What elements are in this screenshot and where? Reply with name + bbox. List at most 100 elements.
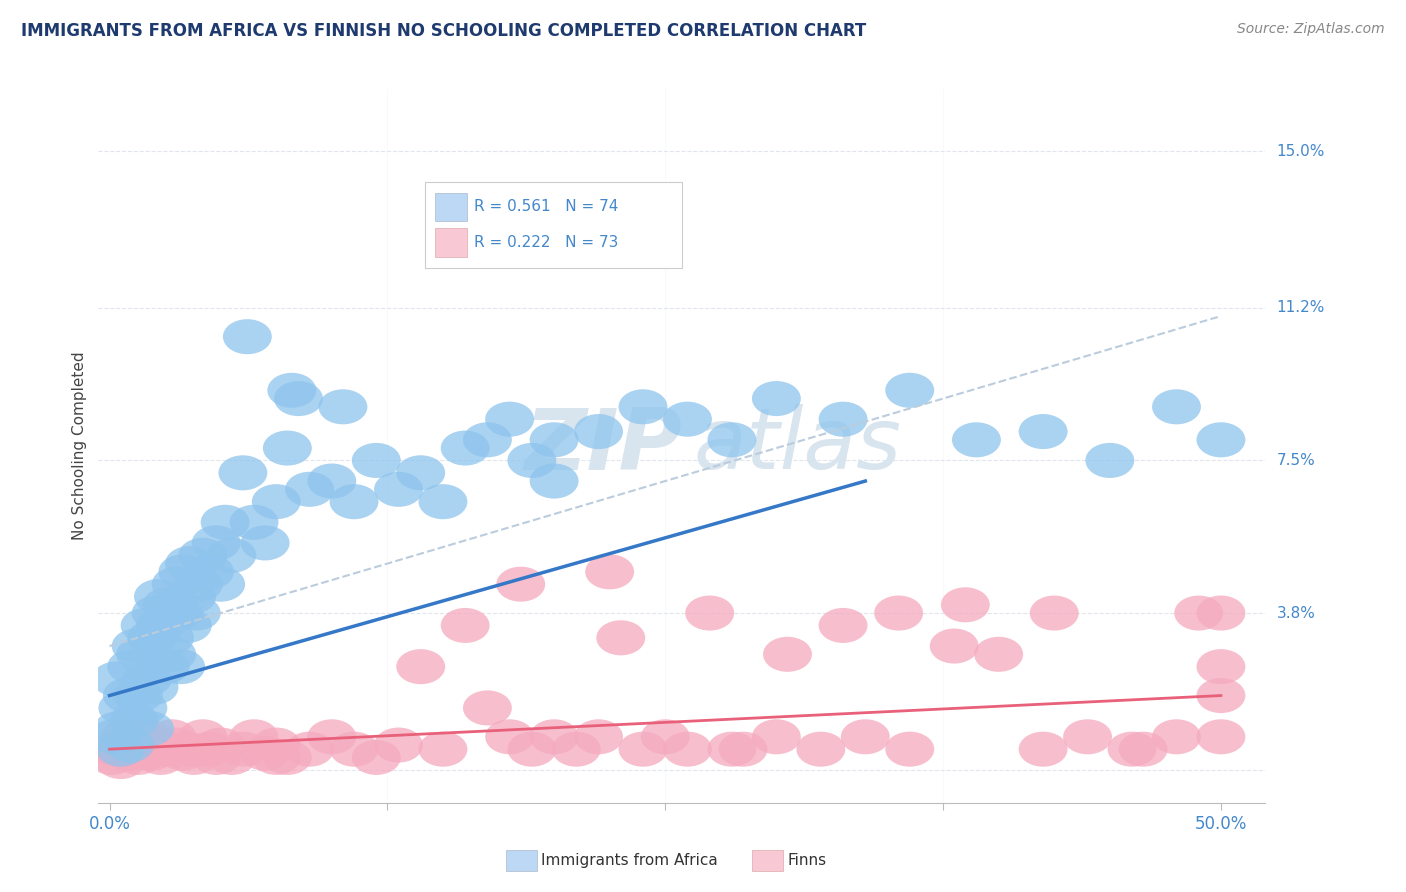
Ellipse shape bbox=[818, 608, 868, 643]
Ellipse shape bbox=[1197, 422, 1246, 458]
Ellipse shape bbox=[319, 389, 367, 425]
Text: Finns: Finns bbox=[787, 854, 827, 868]
Ellipse shape bbox=[530, 719, 578, 755]
Ellipse shape bbox=[218, 455, 267, 491]
Ellipse shape bbox=[252, 484, 301, 519]
Ellipse shape bbox=[118, 690, 167, 725]
Ellipse shape bbox=[165, 546, 214, 581]
Ellipse shape bbox=[1197, 678, 1246, 713]
Ellipse shape bbox=[197, 566, 245, 602]
Ellipse shape bbox=[117, 637, 165, 672]
Text: 3.8%: 3.8% bbox=[1277, 606, 1316, 621]
Ellipse shape bbox=[530, 422, 578, 458]
Ellipse shape bbox=[763, 637, 811, 672]
Ellipse shape bbox=[952, 422, 1001, 458]
Ellipse shape bbox=[574, 719, 623, 755]
Ellipse shape bbox=[207, 538, 256, 573]
Ellipse shape bbox=[141, 731, 190, 767]
Ellipse shape bbox=[440, 608, 489, 643]
Ellipse shape bbox=[128, 620, 176, 656]
Ellipse shape bbox=[619, 731, 668, 767]
Ellipse shape bbox=[114, 678, 163, 713]
Ellipse shape bbox=[463, 422, 512, 458]
Ellipse shape bbox=[285, 731, 335, 767]
Ellipse shape bbox=[240, 736, 290, 771]
Ellipse shape bbox=[179, 538, 228, 573]
Text: ZIP: ZIP bbox=[524, 404, 682, 488]
Ellipse shape bbox=[1108, 731, 1157, 767]
Ellipse shape bbox=[122, 719, 172, 755]
Text: Immigrants from Africa: Immigrants from Africa bbox=[541, 854, 718, 868]
Ellipse shape bbox=[352, 443, 401, 478]
Ellipse shape bbox=[267, 373, 316, 408]
Ellipse shape bbox=[496, 566, 546, 602]
Ellipse shape bbox=[463, 690, 512, 725]
Ellipse shape bbox=[132, 728, 180, 763]
Ellipse shape bbox=[134, 579, 183, 614]
Ellipse shape bbox=[263, 739, 312, 775]
Ellipse shape bbox=[103, 678, 152, 713]
Ellipse shape bbox=[110, 703, 159, 738]
Text: R = 0.561   N = 74: R = 0.561 N = 74 bbox=[474, 200, 619, 214]
Ellipse shape bbox=[191, 739, 240, 775]
Ellipse shape bbox=[197, 728, 245, 763]
Ellipse shape bbox=[485, 401, 534, 437]
Ellipse shape bbox=[641, 719, 690, 755]
Ellipse shape bbox=[141, 649, 190, 684]
Ellipse shape bbox=[707, 731, 756, 767]
Ellipse shape bbox=[105, 736, 155, 771]
Ellipse shape bbox=[179, 719, 228, 755]
Ellipse shape bbox=[1029, 596, 1078, 631]
Ellipse shape bbox=[285, 472, 335, 507]
Ellipse shape bbox=[1019, 731, 1067, 767]
Ellipse shape bbox=[98, 690, 148, 725]
Ellipse shape bbox=[152, 566, 201, 602]
Ellipse shape bbox=[419, 484, 467, 519]
FancyBboxPatch shape bbox=[434, 228, 467, 257]
Ellipse shape bbox=[163, 731, 212, 767]
Ellipse shape bbox=[875, 596, 924, 631]
Ellipse shape bbox=[87, 739, 136, 775]
Ellipse shape bbox=[664, 731, 711, 767]
Ellipse shape bbox=[110, 728, 159, 763]
Ellipse shape bbox=[105, 728, 155, 763]
Ellipse shape bbox=[91, 731, 141, 767]
Ellipse shape bbox=[796, 731, 845, 767]
Ellipse shape bbox=[1152, 719, 1201, 755]
Ellipse shape bbox=[148, 637, 197, 672]
Ellipse shape bbox=[155, 596, 202, 631]
Text: R = 0.222   N = 73: R = 0.222 N = 73 bbox=[474, 235, 619, 250]
Ellipse shape bbox=[974, 637, 1024, 672]
Ellipse shape bbox=[574, 414, 623, 449]
Ellipse shape bbox=[718, 731, 768, 767]
Ellipse shape bbox=[118, 731, 167, 767]
Ellipse shape bbox=[886, 731, 934, 767]
Ellipse shape bbox=[752, 719, 801, 755]
Ellipse shape bbox=[148, 719, 197, 755]
Ellipse shape bbox=[374, 472, 423, 507]
Text: Source: ZipAtlas.com: Source: ZipAtlas.com bbox=[1237, 22, 1385, 37]
Ellipse shape bbox=[396, 649, 446, 684]
Ellipse shape bbox=[172, 596, 221, 631]
Ellipse shape bbox=[207, 739, 256, 775]
Ellipse shape bbox=[508, 443, 557, 478]
Ellipse shape bbox=[218, 731, 267, 767]
Ellipse shape bbox=[96, 744, 145, 779]
Ellipse shape bbox=[111, 629, 160, 664]
Ellipse shape bbox=[553, 731, 600, 767]
Ellipse shape bbox=[440, 431, 489, 466]
Ellipse shape bbox=[143, 587, 191, 623]
Ellipse shape bbox=[107, 649, 156, 684]
FancyBboxPatch shape bbox=[425, 182, 682, 268]
Ellipse shape bbox=[530, 464, 578, 499]
Y-axis label: No Schooling Completed: No Schooling Completed bbox=[72, 351, 87, 541]
Text: 11.2%: 11.2% bbox=[1277, 301, 1324, 315]
Ellipse shape bbox=[163, 608, 212, 643]
Ellipse shape bbox=[1063, 719, 1112, 755]
Ellipse shape bbox=[96, 731, 145, 767]
Ellipse shape bbox=[121, 608, 170, 643]
Ellipse shape bbox=[585, 554, 634, 590]
Ellipse shape bbox=[186, 554, 233, 590]
Ellipse shape bbox=[224, 319, 271, 354]
Text: 15.0%: 15.0% bbox=[1277, 144, 1324, 159]
